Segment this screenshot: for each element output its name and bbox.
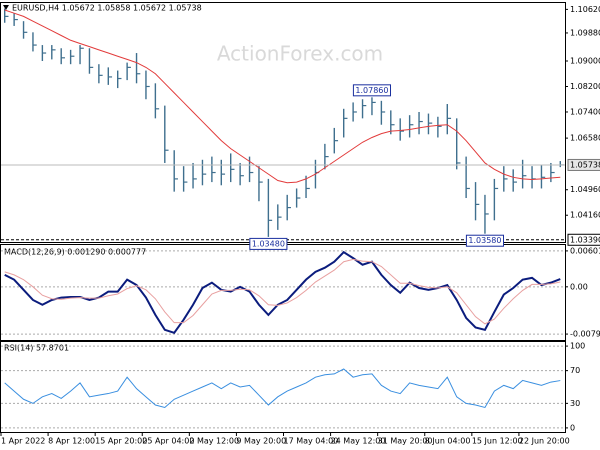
x-tick-label: 31 May 20:00	[378, 437, 433, 446]
x-tick-label: 9 May 20:00	[236, 437, 286, 446]
y-tick-label: 1.04160	[570, 211, 600, 220]
x-tick-label: 22 Jun 20:00	[519, 437, 570, 446]
x-tick-label: 2 May 12:00	[189, 437, 239, 446]
swing-label-box	[249, 237, 288, 250]
watermark: ActionForex.com	[217, 42, 383, 66]
y-tick-label: 1.09880	[570, 28, 600, 37]
y-tick-label: 0	[570, 423, 575, 432]
y-tick-label: 100	[570, 342, 585, 351]
x-tick-label: 17 May 04:00	[284, 437, 339, 446]
moving-average	[4, 9, 561, 184]
current-price-label: 1.05738	[570, 160, 600, 169]
menu-arrow	[3, 5, 9, 10]
x-tick-label: 15 Apr 20:00	[95, 437, 147, 446]
x-tick-label: 1 Apr 2022	[1, 437, 45, 446]
swing-label-box	[465, 234, 505, 247]
level-label: 1.03390	[570, 235, 600, 244]
current-price-label-box	[567, 158, 600, 171]
y-tick-label: 0.006012	[570, 246, 600, 255]
swing-label: 1.03580	[468, 236, 501, 245]
y-tick-label: 1.08200	[570, 82, 600, 91]
x-tick-label: 8 Apr 12:00	[48, 437, 95, 446]
macd-title: MACD(12,26,9) 0.001290 0.000777	[4, 248, 146, 257]
y-tick-label: 1.06580	[570, 134, 600, 143]
y-tick-label: 1.07400	[570, 107, 600, 116]
x-tick-label: 15 Jun 12:00	[472, 437, 523, 446]
y-tick-label: 1.10620	[570, 5, 600, 14]
swing-label: 1.03480	[252, 239, 285, 248]
y-tick-label: 70	[570, 366, 580, 375]
indicator-line	[4, 258, 561, 325]
y-tick-label: -0.007907	[570, 330, 600, 339]
y-tick-label: 1.04960	[570, 185, 600, 194]
x-tick-label: 25 Apr 04:00	[142, 437, 194, 446]
swing-label: 1.07860	[355, 86, 388, 95]
x-tick-label: 24 May 12:00	[331, 437, 386, 446]
level-label-box	[567, 233, 600, 246]
indicator-line	[4, 368, 561, 409]
y-tick-label: 30	[570, 399, 580, 408]
rsi-title: RSI(14) 57.8701	[4, 344, 69, 353]
y-tick-label: 0.00	[570, 282, 588, 291]
chart-title: EURUSD,H4 1.05672 1.05858 1.05672 1.0573…	[12, 4, 202, 13]
rsi-panel	[0, 341, 566, 433]
y-tick-label: 1.09000	[570, 56, 600, 65]
swing-label-box	[352, 84, 392, 97]
x-tick-label: 8 Jun 04:00	[425, 437, 471, 446]
